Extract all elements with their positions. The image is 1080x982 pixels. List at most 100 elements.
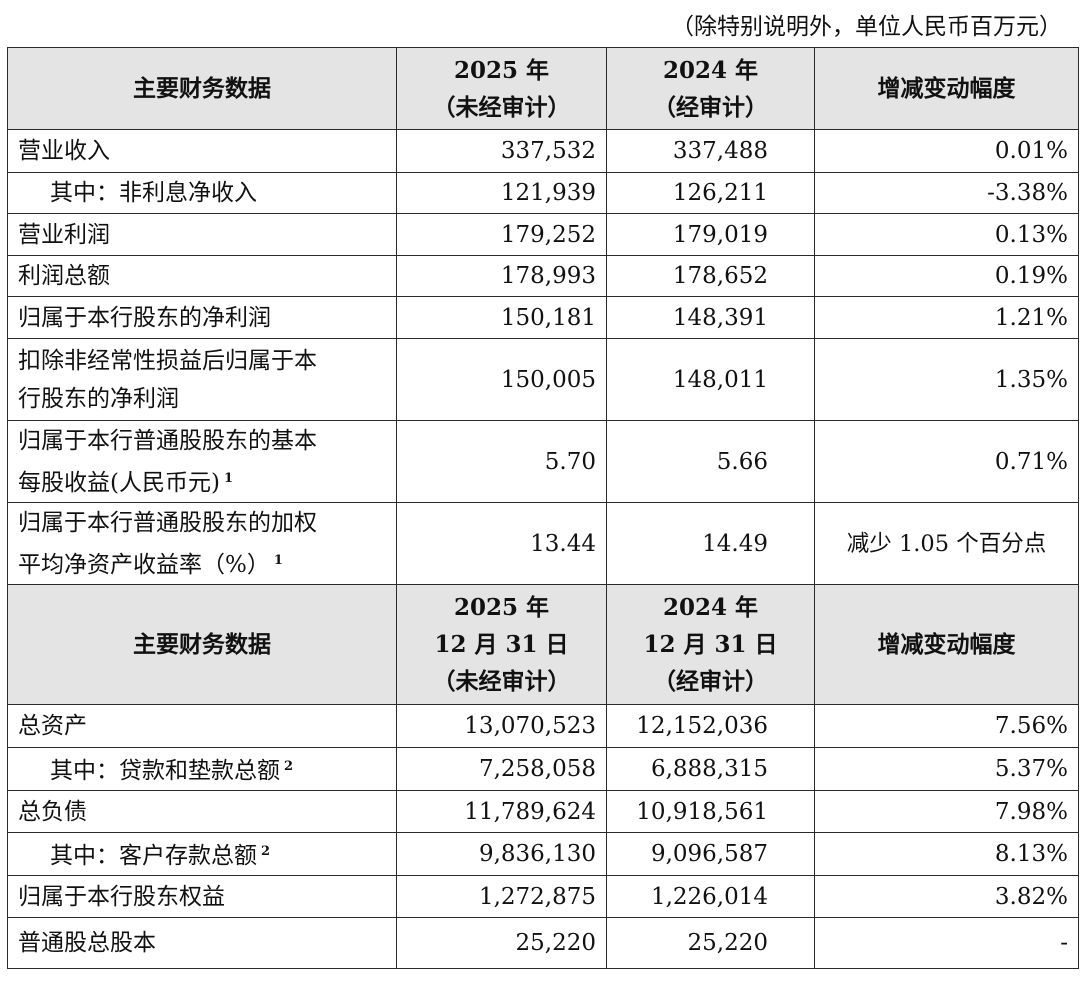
row-label: 归属于本行股东权益: [7, 875, 397, 918]
header-2025-audit-status: （未经审计）: [432, 93, 571, 121]
value-2025: 13,070,523: [396, 704, 607, 748]
row-label: 其中：贷款和垫款总额 2: [7, 747, 397, 791]
value-2025: 178,993: [396, 255, 607, 297]
change-value: 8.13%: [814, 832, 1079, 876]
row-label: 普通股总股本: [7, 917, 397, 969]
change-value: 3.82%: [814, 875, 1079, 918]
value-2024: 148,391: [606, 296, 815, 339]
header-change: 增减变动幅度: [814, 47, 1079, 130]
header-2025-year: 2025 年: [453, 56, 550, 84]
header-item-label: 主要财务数据: [7, 47, 397, 130]
header-2024-date: 12 月 31 日: [643, 631, 778, 658]
row-label-line1: 归属于本行普通股股东的基本: [18, 427, 317, 454]
table-row: 利润总额 178,993 178,652 0.19%: [7, 255, 1079, 297]
table-row: 其中：非利息净收入 121,939 126,211 -3.38%: [7, 172, 1079, 214]
table-row: 归属于本行普通股股东的加权 平均净资产收益率（%） 1 13.44 14.49 减…: [7, 502, 1079, 585]
value-2025: 179,252: [396, 213, 607, 256]
value-2024: 14.49: [606, 502, 815, 585]
value-2025: 5.70: [396, 420, 607, 503]
value-2025: 13.44: [396, 502, 607, 585]
value-2024: 179,019: [606, 213, 815, 256]
row-label-text: 平均净资产收益率（%）: [18, 551, 270, 578]
header-2025-date: 12 月 31 日: [434, 631, 569, 658]
value-2024: 1,226,014: [606, 875, 815, 918]
row-label: 营业收入: [7, 129, 397, 173]
table-row: 营业利润 179,252 179,019 0.13%: [7, 213, 1079, 256]
header-2024: 2024 年 12 月 31 日 （经审计）: [606, 584, 815, 705]
financial-data-table: 主要财务数据 2025 年 （未经审计） 2024 年 （经审计） 增减变动幅度…: [7, 47, 1079, 969]
header-2024: 2024 年 （经审计）: [606, 47, 815, 130]
row-label-text: 其中：贷款和垫款总额: [50, 758, 280, 784]
row-label: 总负债: [7, 790, 397, 833]
value-2025: 150,181: [396, 296, 607, 339]
table-header-annual: 主要财务数据 2025 年 （未经审计） 2024 年 （经审计） 增减变动幅度: [7, 47, 1079, 130]
header-item-label: 主要财务数据: [7, 584, 397, 705]
value-2024: 337,488: [606, 129, 815, 173]
table-row: 归属于本行股东权益 1,272,875 1,226,014 3.82%: [7, 875, 1079, 918]
footnote-marker: 1: [273, 552, 283, 568]
change-value: 0.19%: [814, 255, 1079, 297]
row-label-line1: 归属于本行普通股股东的加权: [18, 509, 317, 536]
row-label-line2: 平均净资产收益率（%） 1: [18, 542, 386, 584]
row-label: 营业利润: [7, 213, 397, 256]
row-label: 总资产: [7, 704, 397, 748]
header-change: 增减变动幅度: [814, 584, 1079, 705]
header-2024-audit-status: （经审计）: [653, 93, 768, 121]
table-row: 归属于本行股东的净利润 150,181 148,391 1.21%: [7, 296, 1079, 339]
row-label: 归属于本行股东的净利润: [7, 296, 397, 339]
table-row: 普通股总股本 25,220 25,220 -: [7, 917, 1079, 969]
change-value: 7.98%: [814, 790, 1079, 833]
value-2024: 148,011: [606, 338, 815, 421]
value-2024: 178,652: [606, 255, 815, 297]
value-2025: 150,005: [396, 338, 607, 421]
value-2025: 1,272,875: [396, 875, 607, 918]
row-label-line1: 扣除非经常性损益后归属于本: [18, 347, 317, 374]
change-value: 0.01%: [814, 129, 1079, 173]
value-2025: 9,836,130: [396, 832, 607, 876]
row-label: 归属于本行普通股股东的基本 每股收益(人民币元) 1: [7, 420, 397, 503]
row-label: 利润总额: [7, 255, 397, 297]
header-2024-year: 2024 年: [662, 594, 759, 621]
table-header-year-end: 主要财务数据 2025 年 12 月 31 日 （未经审计） 2024 年 12…: [7, 584, 1079, 705]
row-label: 归属于本行普通股股东的加权 平均净资产收益率（%） 1: [7, 502, 397, 585]
row-label-text: 其中：客户存款总额: [50, 843, 257, 869]
row-label-text: 每股收益(人民币元): [18, 469, 220, 496]
value-2024: 126,211: [606, 172, 815, 214]
header-2025: 2025 年 12 月 31 日 （未经审计）: [396, 584, 607, 705]
value-2024: 6,888,315: [606, 747, 815, 791]
table-row: 扣除非经常性损益后归属于本 行股东的净利润 150,005 148,011 1.…: [7, 338, 1079, 421]
value-2025: 7,258,058: [396, 747, 607, 791]
unit-note: （除特别说明外，单位人民币百万元）: [671, 14, 1062, 40]
footnote-marker: 2: [261, 844, 271, 859]
header-2025-audit-status: （未经审计）: [432, 668, 571, 695]
change-value: 1.21%: [814, 296, 1079, 339]
header-2025-year: 2025 年: [453, 594, 550, 621]
table-row: 其中：贷款和垫款总额 2 7,258,058 6,888,315 5.37%: [7, 747, 1079, 791]
row-label: 扣除非经常性损益后归属于本 行股东的净利润: [7, 338, 397, 421]
change-value: 5.37%: [814, 747, 1079, 791]
row-label-line2: 行股东的净利润: [18, 385, 179, 412]
change-value: -3.38%: [814, 172, 1079, 214]
row-label-line2: 每股收益(人民币元) 1: [18, 460, 386, 502]
row-label: 其中：非利息净收入: [7, 172, 397, 214]
value-2025: 25,220: [396, 917, 607, 969]
value-2024: 12,152,036: [606, 704, 815, 748]
table-row: 其中：客户存款总额 2 9,836,130 9,096,587 8.13%: [7, 832, 1079, 876]
change-value: 0.71%: [814, 420, 1079, 503]
change-value: 1.35%: [814, 338, 1079, 421]
table-row: 总资产 13,070,523 12,152,036 7.56%: [7, 704, 1079, 748]
table-row: 营业收入 337,532 337,488 0.01%: [7, 129, 1079, 173]
header-2025: 2025 年 （未经审计）: [396, 47, 607, 130]
change-value: 7.56%: [814, 704, 1079, 748]
header-2024-year: 2024 年: [662, 56, 759, 84]
change-value: -: [814, 917, 1079, 969]
table-row: 归属于本行普通股股东的基本 每股收益(人民币元) 1 5.70 5.66 0.71…: [7, 420, 1079, 503]
value-2025: 11,789,624: [396, 790, 607, 833]
footnote-marker: 2: [284, 759, 294, 774]
footnote-marker: 1: [223, 470, 233, 486]
header-2024-audit-status: （经审计）: [653, 668, 768, 695]
row-label: 其中：客户存款总额 2: [7, 832, 397, 876]
change-value: 减少 1.05 个百分点: [814, 502, 1079, 585]
value-2024: 9,096,587: [606, 832, 815, 876]
table-row: 总负债 11,789,624 10,918,561 7.98%: [7, 790, 1079, 833]
